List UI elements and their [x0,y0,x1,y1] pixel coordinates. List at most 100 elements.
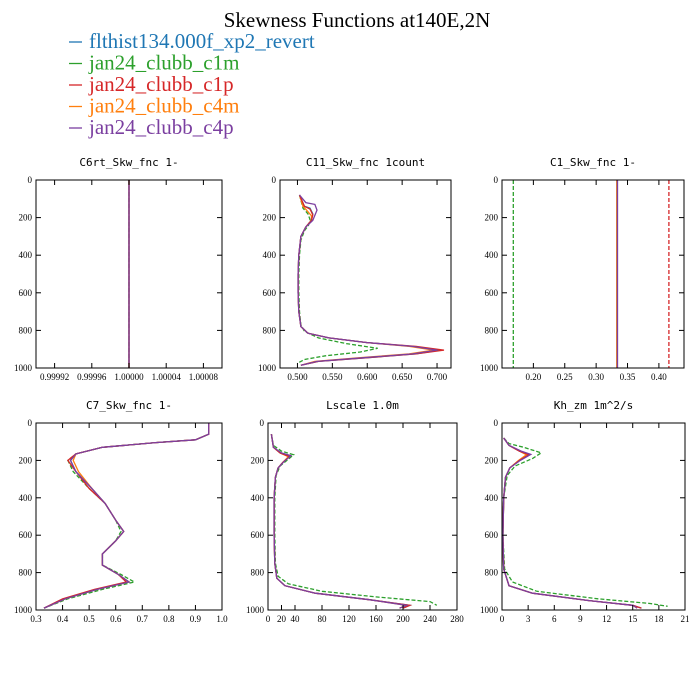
x-tick-label: 0.650 [392,372,413,382]
y-tick-label: 0 [260,418,265,428]
x-tick-label: 0.25 [557,372,573,382]
x-tick-label: 15 [628,614,638,624]
series-line [297,194,438,366]
x-tick-label: 0.40 [651,372,667,382]
y-tick-label: 1000 [480,363,499,373]
chart-panel: C6rt_Skw_fnc 1- 0 200 400 600 800 1000 0.99992 0… [14,156,223,382]
plot-frame [267,422,458,611]
legend-label: jan24_clubb_c4m [88,94,239,118]
y-tick-label: 0 [28,175,33,185]
y-tick-label: 1000 [14,363,33,373]
legend-label: jan24_clubb_c1m [88,51,239,75]
y-tick-label: 200 [19,213,33,223]
x-tick-label: 18 [654,614,664,624]
series-line [502,437,668,607]
x-tick-label: 40 [291,614,301,624]
y-tick-label: 200 [485,455,499,465]
x-tick-label: 1.00008 [189,372,219,382]
y-tick-label: 1000 [258,363,277,373]
legend-label: jan24_clubb_c1p [88,72,234,96]
x-tick-label: 240 [423,614,437,624]
x-tick-label: 3 [526,614,531,624]
y-tick-label: 0 [272,175,277,185]
chart-panel: C11_Skw_fnc 1count 0 200 400 600 800 1000 0.500… [258,156,452,382]
y-tick-label: 800 [485,325,499,335]
series-line [43,423,210,609]
x-tick-label: 0.8 [163,614,175,624]
x-tick-label: 1.00004 [152,372,182,382]
series-line [502,437,638,609]
y-tick-label: 800 [251,568,265,578]
y-tick-label: 1000 [14,605,33,615]
chart-panel: C1_Skw_fnc 1- 0 200 400 600 800 1000 0.20 0.25 0.… [480,156,685,382]
y-tick-label: 0 [494,418,499,428]
series-line [502,437,638,609]
y-tick-label: 400 [251,493,265,503]
x-tick-label: 20 [277,614,287,624]
y-tick-label: 200 [263,213,277,223]
x-tick-label: 0.20 [526,372,542,382]
y-tick-label: 400 [19,250,33,260]
series-line [270,434,438,606]
series-group [270,434,438,609]
plot-frame [35,422,223,611]
series-group [43,423,210,609]
series-line [297,194,445,366]
x-tick-label: 0.99992 [40,372,69,382]
series-line [297,194,378,364]
x-tick-label: 12 [602,614,611,624]
series-group [297,194,445,366]
y-tick-label: 600 [251,530,265,540]
panel-title: C11_Skw_fnc 1count [306,156,425,169]
series-line [270,434,409,609]
x-tick-label: 0.550 [322,372,343,382]
y-tick-label: 600 [485,288,499,298]
x-tick-label: 0.5 [84,614,96,624]
y-tick-label: 200 [19,455,33,465]
x-tick-label: 0.6 [110,614,122,624]
x-tick-label: 0.30 [588,372,604,382]
x-tick-label: 0.600 [357,372,378,382]
y-tick-label: 400 [263,250,277,260]
x-tick-label: 120 [342,614,356,624]
x-tick-label: 0.35 [620,372,636,382]
y-tick-label: 0 [494,175,499,185]
legend-label: jan24_clubb_c4p [88,115,234,139]
panel-title: C7_Skw_fnc 1- [86,399,172,412]
x-tick-label: 0.99996 [77,372,107,382]
y-tick-label: 600 [263,288,277,298]
y-tick-label: 400 [19,493,33,503]
legend-label: flthist134.000f_xp2_revert [89,29,315,53]
panel-title: C1_Skw_fnc 1- [550,156,636,169]
y-tick-label: 400 [485,493,499,503]
x-tick-label: 0.7 [137,614,149,624]
series-group [502,437,668,609]
x-tick-label: 0.9 [190,614,202,624]
panel-title: C6rt_Skw_fnc 1- [79,156,178,169]
y-tick-label: 800 [263,325,277,335]
figure-title: Skewness Functions at140E,2N [224,8,491,32]
plot-frame [501,179,685,369]
x-tick-label: 0 [266,614,271,624]
x-tick-label: 1.00000 [114,372,144,382]
series-line [297,194,441,366]
x-tick-label: 0 [500,614,505,624]
x-tick-label: 1.0 [216,614,228,624]
x-tick-label: 9 [578,614,583,624]
y-tick-label: 0 [28,418,33,428]
x-tick-label: 0.3 [30,614,42,624]
y-tick-label: 600 [19,288,33,298]
x-tick-label: 280 [450,614,464,624]
y-tick-label: 800 [485,568,499,578]
series-line [270,434,413,609]
plot-frame [279,179,452,369]
y-tick-label: 1000 [246,605,265,615]
x-tick-label: 0.4 [57,614,69,624]
x-tick-label: 21 [681,614,690,624]
panel-title: Kh_zm 1m^2/s [554,399,633,412]
